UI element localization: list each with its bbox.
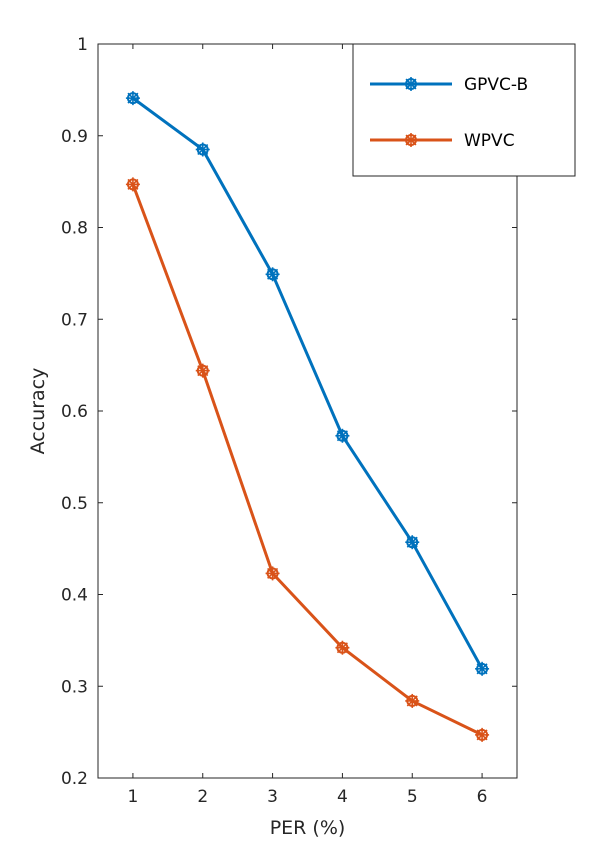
data-point xyxy=(125,91,140,106)
y-tick-label: 1 xyxy=(77,35,88,55)
y-axis-label: Accuracy xyxy=(27,368,49,455)
data-point xyxy=(125,177,140,192)
data-point xyxy=(335,428,350,443)
x-axis-label: PER (%) xyxy=(270,817,346,839)
y-tick-label: 0.9 xyxy=(61,127,88,147)
series-layer xyxy=(125,91,490,742)
x-tick-label: 6 xyxy=(477,787,488,807)
data-point xyxy=(335,640,350,655)
x-tick-label: 2 xyxy=(197,787,208,807)
legend-marker xyxy=(404,77,418,91)
legend-entry-label: GPVC-B xyxy=(464,75,528,95)
y-tick-label: 0.5 xyxy=(61,494,88,514)
legend-entry-label: WPVC xyxy=(464,131,515,151)
y-tick-label: 0.2 xyxy=(61,769,88,789)
x-tick-label: 1 xyxy=(128,787,139,807)
data-point xyxy=(405,535,420,550)
series-line-2 xyxy=(131,183,483,737)
data-point xyxy=(195,363,210,378)
tick-labels: 1 2 3 4 5 6 0.2 0.3 0.4 0.5 0.6 0.7 0.8 0.9 1 xyxy=(61,35,488,807)
y-tick-label: 0.4 xyxy=(61,586,88,606)
data-point xyxy=(265,566,280,581)
y-tick-label: 0.7 xyxy=(61,310,88,330)
x-tick-label: 4 xyxy=(337,787,348,807)
data-point xyxy=(405,693,420,708)
data-point xyxy=(475,727,490,742)
legend-marker xyxy=(404,133,418,147)
plot-frame xyxy=(97,43,518,779)
x-tick-label: 5 xyxy=(407,787,418,807)
legend-box xyxy=(352,43,576,177)
data-point xyxy=(265,267,280,282)
data-point xyxy=(475,661,490,676)
y-tick-label: 0.6 xyxy=(61,402,88,422)
series-line-1 xyxy=(132,96,484,670)
y-tick-label: 0.3 xyxy=(61,677,88,697)
data-point xyxy=(195,142,210,157)
y-tick-label: 0.8 xyxy=(61,219,88,239)
x-tick-label: 3 xyxy=(267,787,278,807)
legend: GPVC-B WPVC xyxy=(352,43,576,177)
